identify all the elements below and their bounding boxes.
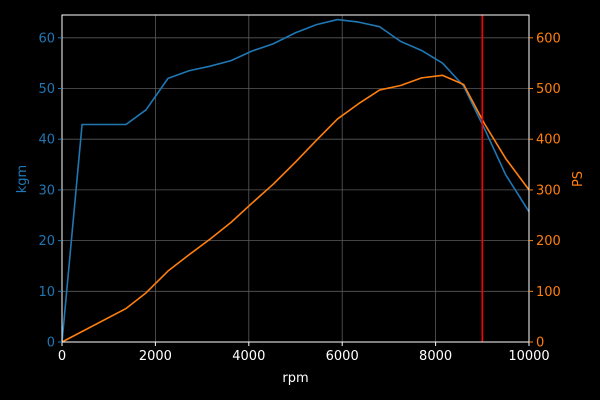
y-right-tick-label: 0: [536, 336, 544, 351]
plot-border: [61, 14, 530, 343]
y-right-tick-label: 500: [536, 82, 561, 97]
grid: [61, 15, 530, 343]
x-tick-label: 2000: [139, 349, 172, 364]
y-right-tick-label: 100: [536, 285, 561, 300]
y-right-tick-label: 200: [536, 234, 561, 249]
x-tick-label: 0: [58, 349, 66, 364]
tick-layer: 0 2000 4000 6000 8000 10000010203040506001002…: [38, 31, 560, 364]
x-tick-label: 6000: [326, 349, 359, 364]
y-right-tick-label: 400: [536, 133, 561, 148]
x-tick-label: 4000: [232, 349, 265, 364]
x-axis-label: rpm: [282, 371, 308, 386]
x-tick-label: 8000: [419, 349, 452, 364]
y-left-tick-label: 0: [47, 336, 55, 351]
y-left-tick-label: 40: [38, 133, 55, 148]
y-right-tick-label: 300: [536, 183, 561, 198]
x-tick-label: 10000: [508, 349, 549, 364]
y-left-tick-label: 60: [38, 31, 55, 46]
series-layer: [61, 15, 530, 343]
plot-frame: [61, 14, 530, 343]
y-left-tick-label: 20: [38, 234, 55, 249]
y-axis-right-label: PS: [571, 171, 586, 187]
y-axis-left-label: kgm: [15, 165, 30, 193]
y-left-tick-label: 50: [38, 82, 55, 97]
power-line: [61, 74, 530, 343]
y-left-tick-label: 10: [38, 285, 55, 300]
torque-line: [61, 18, 530, 343]
y-left-tick-label: 30: [38, 183, 55, 198]
y-right-tick-label: 600: [536, 31, 561, 46]
